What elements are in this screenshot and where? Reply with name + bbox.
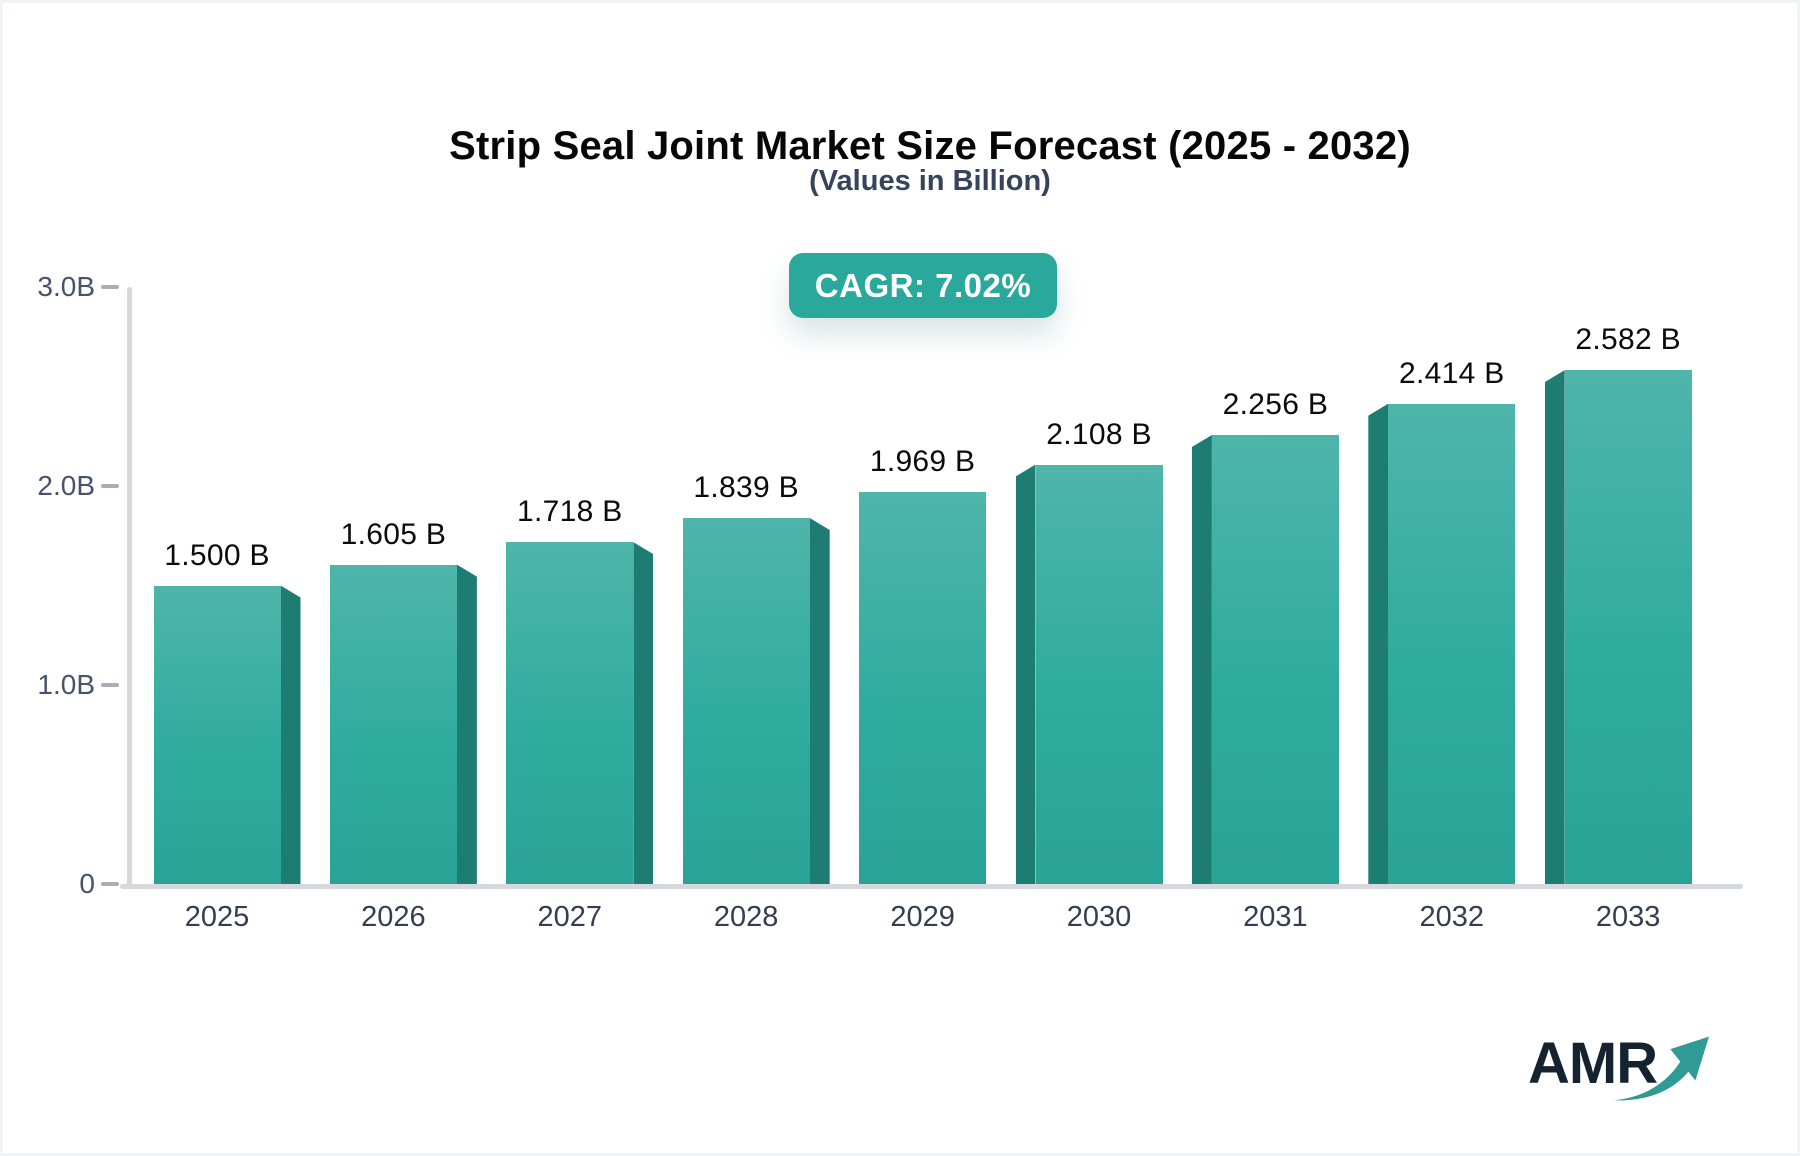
y-tick-3.0B xyxy=(101,285,119,289)
bar-value-2028: 1.839 B xyxy=(693,471,799,505)
bar-side-2025 xyxy=(280,585,301,884)
y-tick-label-0: 0 xyxy=(79,868,95,899)
bar-side-2026 xyxy=(456,564,477,884)
y-tick-1.0B xyxy=(101,683,119,687)
bar-value-2026: 1.605 B xyxy=(340,517,447,551)
x-axis-label-2032: 2032 xyxy=(1419,901,1485,933)
bar-2031 xyxy=(1211,435,1339,884)
x-axis-label-2027: 2027 xyxy=(537,901,603,933)
x-axis-label-2026: 2026 xyxy=(361,901,426,933)
y-tick-label-1.0B: 1.0B xyxy=(37,669,95,700)
bar-value-2031: 2.256 B xyxy=(1222,388,1329,422)
x-axis-label-2033: 2033 xyxy=(1595,901,1661,933)
bar-2025 xyxy=(153,585,281,884)
amr-logo-text: AMR xyxy=(1528,1031,1658,1096)
bar-value-2027: 1.718 B xyxy=(517,495,623,529)
x-axis-label-2029: 2029 xyxy=(890,901,955,933)
y-axis-line xyxy=(127,287,132,888)
y-tick-2.0B xyxy=(101,484,119,488)
bar-value-2033: 2.582 B xyxy=(1575,323,1681,357)
x-axis-label-2030: 2030 xyxy=(1066,901,1132,933)
x-axis-label-2031: 2031 xyxy=(1243,901,1308,933)
y-tick-label-3.0B: 3.0B xyxy=(37,271,95,302)
bar-side-2032 xyxy=(1368,403,1389,884)
bar-2029 xyxy=(859,492,987,884)
bar-2032 xyxy=(1388,403,1516,884)
x-axis-baseline xyxy=(120,884,1743,889)
bar-2026 xyxy=(329,564,457,884)
bar-2028 xyxy=(682,518,810,884)
bar-value-2032: 2.414 B xyxy=(1399,356,1505,390)
bar-side-2027 xyxy=(633,542,654,884)
cagr-badge: CAGR: 7.02% xyxy=(789,253,1057,318)
bar-side-2033 xyxy=(1544,370,1565,884)
growth-arrow-icon xyxy=(1614,1036,1709,1101)
bar-2030 xyxy=(1035,464,1163,884)
amr-logo: AMR xyxy=(1528,1030,1728,1120)
x-axis-label-2025: 2025 xyxy=(184,901,250,933)
x-axis-label-2028: 2028 xyxy=(713,901,779,933)
chart-subtitle: (Values in Billion) xyxy=(809,165,1051,197)
bar-value-2029: 1.969 B xyxy=(869,445,976,479)
bar-2033 xyxy=(1564,370,1692,884)
bar-2027 xyxy=(506,542,634,884)
bar-value-2030: 2.108 B xyxy=(1046,417,1152,451)
chart-title: Strip Seal Joint Market Size Forecast (2… xyxy=(449,123,1411,168)
y-tick-0 xyxy=(101,882,119,886)
y-tick-label-2.0B: 2.0B xyxy=(37,470,95,501)
bar-value-2025: 1.500 B xyxy=(164,538,270,572)
bar-side-2028 xyxy=(809,518,830,884)
bar-side-2031 xyxy=(1191,435,1212,884)
bar-side-2030 xyxy=(1015,464,1036,884)
